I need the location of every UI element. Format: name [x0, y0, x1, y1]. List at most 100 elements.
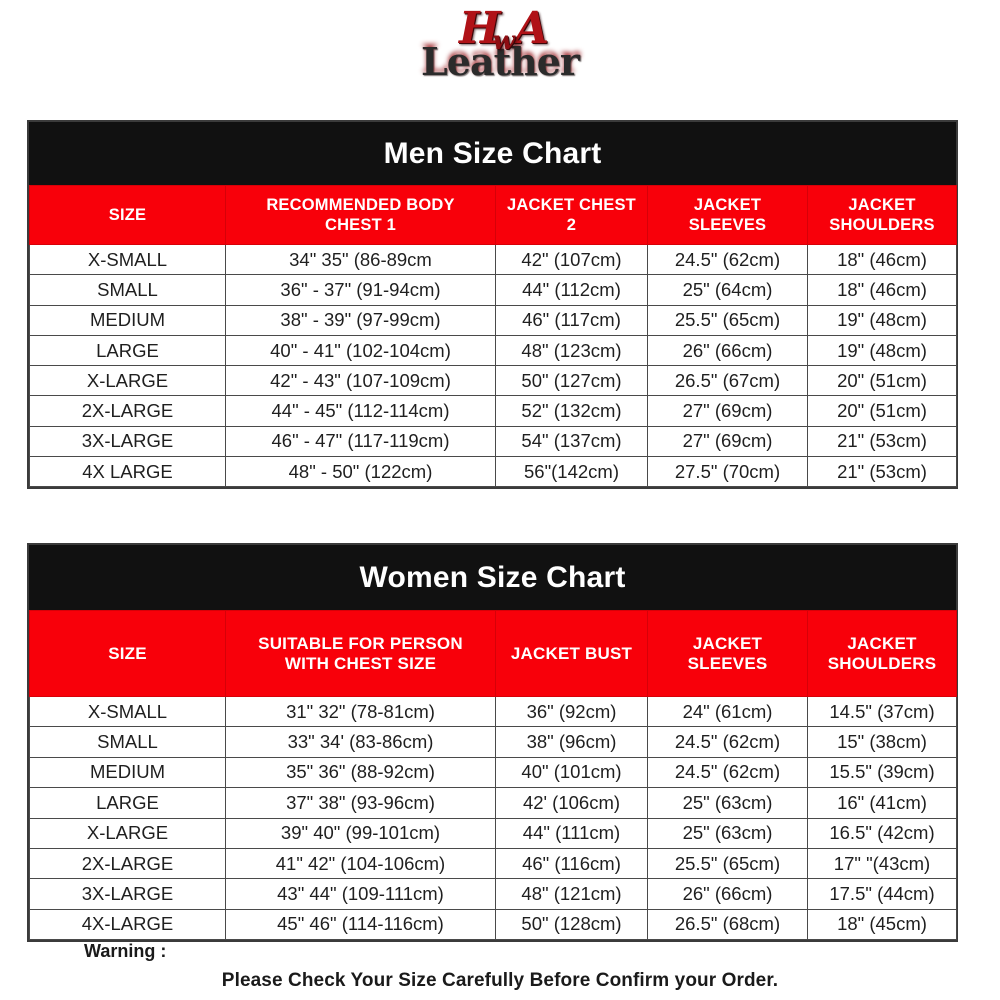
women-col-sleeves-line1: JACKET: [692, 633, 763, 653]
women_chart-cell-shoulders: 17" "(43cm): [807, 847, 957, 880]
logo-letter-h: H: [458, 3, 501, 54]
women_chart-cell-jacket_bust: 38" (96cm): [495, 726, 648, 758]
women_chart-cell-shoulders: 18" (45cm): [807, 908, 957, 941]
men-col-jacket-shoulders: JACKET SHOULDERS: [807, 185, 957, 245]
women_chart-cell-size: X-LARGE: [29, 817, 226, 849]
table-row: SMALL 36" - 37" (91-94cm) 44" (112cm) 25" (…: [29, 274, 957, 306]
men-table-header-row: SIZE RECOMMENDED BODY CHEST 1 JACKET CHE…: [29, 185, 957, 245]
warning-label: Warning :: [84, 941, 167, 961]
table-row: 2X-LARGE 41" 42" (104-106cm) 46" (116cm) 25…: [29, 847, 957, 880]
men-col-size: SIZE: [29, 185, 226, 245]
table-row: X-LARGE 39" 40" (99-101cm) 44" (111cm) 25" …: [29, 817, 957, 849]
women_chart-cell-sleeves: 26" (66cm): [647, 878, 808, 910]
men_chart-cell-size: MEDIUM: [29, 304, 226, 336]
women-col-size-line1: SIZE: [108, 643, 147, 663]
women_chart-cell-size: X-SMALL: [29, 695, 226, 728]
women_chart-cell-sleeves: 25" (63cm): [647, 787, 808, 819]
men_chart-cell-jacket_chest: 56"(142cm): [495, 456, 648, 488]
table-row: 3X-LARGE 46" - 47" (117-119cm) 54" (137cm)…: [29, 425, 957, 458]
logo-hwa-text: HwA: [459, 7, 549, 57]
logo-letter-a: A: [514, 3, 549, 54]
men_chart-cell-size: 4X LARGE: [29, 456, 226, 488]
men-col-body-chest-line2: CHEST 1: [324, 216, 397, 234]
women-col-jacket-shoulders: JACKET SHOULDERS: [807, 610, 957, 697]
table-row: MEDIUM 38" - 39" (97-99cm) 46" (117cm) 25.5…: [29, 304, 957, 336]
table-row: 4X-LARGE 45" 46" (114-116cm) 50" (128cm) 26…: [29, 908, 957, 941]
men_chart-cell-size: 2X-LARGE: [29, 395, 226, 427]
women_chart-cell-jacket_bust: 50" (128cm): [495, 908, 648, 941]
women_chart-cell-size: 3X-LARGE: [29, 878, 226, 910]
women_chart-cell-shoulders: 15.5" (39cm): [807, 756, 957, 789]
men-col-body-chest-line1: RECOMMENDED BODY: [266, 196, 455, 214]
table-row: MEDIUM 35" 36" (88-92cm) 40" (101cm) 24.5" …: [29, 756, 957, 789]
men_chart-cell-sleeves: 25" (64cm): [647, 274, 808, 306]
women_chart-cell-jacket_bust: 36" (92cm): [495, 695, 648, 728]
women-chart-title: Women Size Chart: [29, 545, 956, 610]
women_chart-cell-sleeves: 25.5" (65cm): [647, 847, 808, 880]
men_chart-cell-shoulders: 20" (51cm): [807, 365, 957, 397]
men_chart-cell-body_chest: 34" 35" (86-89cm: [225, 243, 496, 276]
women_chart-cell-shoulders: 15" (38cm): [807, 726, 957, 758]
men-size-table: SIZE RECOMMENDED BODY CHEST 1 JACKET CHE…: [29, 185, 957, 488]
women_chart-cell-body_chest: 45" 46" (114-116cm): [225, 908, 496, 941]
men_chart-cell-sleeves: 27" (69cm): [647, 425, 808, 458]
women-table-body: X-SMALL 31" 32" (78-81cm) 36" (92cm) 24" (6…: [29, 695, 957, 941]
men-col-sleeves-line1: JACKET: [693, 196, 762, 214]
men_chart-cell-shoulders: 18" (46cm): [807, 243, 957, 276]
women_chart-cell-sleeves: 24.5" (62cm): [647, 726, 808, 758]
women-col-jacket-sleeves: JACKET SLEEVES: [647, 610, 808, 697]
men_chart-cell-shoulders: 20" (51cm): [807, 395, 957, 427]
table-row: 2X-LARGE 44" - 45" (112-114cm) 52" (132cm)…: [29, 395, 957, 427]
men_chart-cell-size: SMALL: [29, 274, 226, 306]
table-row: X-SMALL 31" 32" (78-81cm) 36" (92cm) 24" (6…: [29, 695, 957, 728]
women_chart-cell-body_chest: 37" 38" (93-96cm): [225, 787, 496, 819]
women-col-bust-line1: JACKET BUST: [510, 643, 633, 663]
brand-logo: HwA Leather: [0, 7, 1000, 113]
men-col-jacket-sleeves: JACKET SLEEVES: [647, 185, 808, 245]
men-col-sleeves-line2: SLEEVES: [688, 216, 767, 234]
men_chart-cell-sleeves: 24.5" (62cm): [647, 243, 808, 276]
logo-leather-text: Leather: [421, 39, 580, 84]
women_chart-cell-size: 4X-LARGE: [29, 908, 226, 941]
men_chart-cell-shoulders: 19" (48cm): [807, 304, 957, 336]
women_chart-cell-shoulders: 16.5" (42cm): [807, 817, 957, 849]
men_chart-cell-jacket_chest: 50" (127cm): [495, 365, 648, 397]
women_chart-cell-body_chest: 33" 34' (83-86cm): [225, 726, 496, 758]
women_chart-cell-size: LARGE: [29, 787, 226, 819]
men-table-body: X-SMALL 34" 35" (86-89cm 42" (107cm) 24.5" …: [29, 243, 957, 488]
women_chart-cell-body_chest: 35" 36" (88-92cm): [225, 756, 496, 789]
women_chart-cell-jacket_bust: 44" (111cm): [495, 817, 648, 849]
men_chart-cell-body_chest: 42" - 43" (107-109cm): [225, 365, 496, 397]
men-col-shoulders-line2: SHOULDERS: [829, 216, 935, 234]
men_chart-cell-body_chest: 48" - 50" (122cm): [225, 456, 496, 488]
women_chart-cell-shoulders: 14.5" (37cm): [807, 695, 957, 728]
women-col-chest-line1: SUITABLE FOR PERSON: [258, 633, 463, 653]
women_chart-cell-body_chest: 41" 42" (104-106cm): [225, 847, 496, 880]
table-row: 4X LARGE 48" - 50" (122cm) 56"(142cm) 27.5"…: [29, 456, 957, 488]
men_chart-cell-jacket_chest: 46" (117cm): [495, 304, 648, 336]
women_chart-cell-body_chest: 39" 40" (99-101cm): [225, 817, 496, 849]
men_chart-cell-jacket_chest: 52" (132cm): [495, 395, 648, 427]
men_chart-cell-jacket_chest: 44" (112cm): [495, 274, 648, 306]
men_chart-cell-sleeves: 26" (66cm): [647, 334, 808, 367]
men-col-jacket-chest-line1: JACKET CHEST: [507, 196, 636, 214]
women_chart-cell-size: SMALL: [29, 726, 226, 758]
table-row: X-LARGE 42" - 43" (107-109cm) 50" (127cm) 2…: [29, 365, 957, 397]
warning-text: Please Check Your Size Carefully Before …: [221, 970, 779, 991]
women-col-chest-line2: WITH CHEST SIZE: [284, 653, 437, 673]
women_chart-cell-sleeves: 26.5" (68cm): [647, 908, 808, 941]
women_chart-cell-body_chest: 31" 32" (78-81cm): [225, 695, 496, 728]
men_chart-cell-jacket_chest: 48" (123cm): [495, 334, 648, 367]
men_chart-cell-body_chest: 36" - 37" (91-94cm): [225, 274, 496, 306]
table-row: LARGE 40" - 41" (102-104cm) 48" (123cm) 26"…: [29, 334, 957, 367]
women-table-header-row: SIZE SUITABLE FOR PERSON WITH CHEST SIZE…: [29, 610, 957, 697]
women_chart-cell-size: 2X-LARGE: [29, 847, 226, 880]
women-col-shoulders-line2: SHOULDERS: [827, 653, 937, 673]
men-col-jacket-chest: JACKET CHEST 2: [495, 185, 648, 245]
men_chart-cell-size: X-LARGE: [29, 365, 226, 397]
women-size-table: SIZE SUITABLE FOR PERSON WITH CHEST SIZE…: [29, 610, 957, 941]
men_chart-cell-sleeves: 26.5" (67cm): [647, 365, 808, 397]
men_chart-cell-body_chest: 46" - 47" (117-119cm): [225, 425, 496, 458]
table-row: LARGE 37" 38" (93-96cm) 42' (106cm) 25" (63…: [29, 787, 957, 819]
